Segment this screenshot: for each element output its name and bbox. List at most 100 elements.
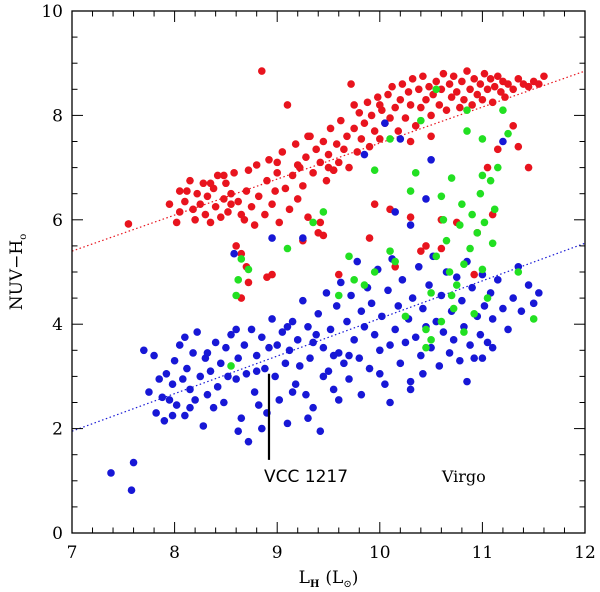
- red-point: [501, 93, 509, 101]
- blue-point: [179, 375, 187, 383]
- blue-point: [196, 372, 205, 381]
- blue-point: [504, 325, 512, 334]
- red-point: [288, 171, 297, 180]
- red-point: [278, 148, 287, 156]
- red-point: [367, 111, 376, 120]
- red-point: [497, 88, 505, 96]
- blue-point: [129, 458, 138, 467]
- blue-point: [398, 276, 407, 284]
- red-point: [234, 197, 243, 206]
- blue-point: [170, 356, 179, 365]
- blue-point: [268, 315, 276, 323]
- red-point: [473, 90, 482, 99]
- blue-point: [150, 351, 158, 360]
- red-point: [449, 72, 458, 81]
- blue-point: [291, 380, 300, 389]
- green-point: [463, 127, 471, 135]
- blue-point: [529, 299, 538, 308]
- green-point: [460, 260, 468, 268]
- blue-point: [476, 330, 485, 339]
- red-point: [365, 142, 374, 151]
- green-point: [493, 163, 502, 172]
- blue-point: [172, 401, 181, 409]
- blue-point: [261, 364, 269, 373]
- blue-point: [350, 336, 358, 344]
- red-point: [345, 163, 353, 172]
- x-axis-label-unit-sub: ⊙: [343, 579, 351, 590]
- blue-sequence-fit-line: [71, 242, 586, 432]
- green-point: [486, 176, 495, 185]
- blue-point: [242, 369, 251, 378]
- blue-point: [370, 330, 379, 339]
- green-point: [406, 187, 415, 195]
- green-point: [468, 210, 476, 219]
- red-point: [406, 137, 415, 146]
- blue-point: [417, 351, 425, 360]
- red-point: [347, 80, 355, 88]
- red-point: [304, 132, 312, 141]
- green-point: [319, 208, 328, 216]
- blue-point: [252, 351, 261, 360]
- blue-point: [312, 330, 320, 339]
- red-point: [427, 111, 435, 120]
- green-point: [490, 205, 499, 214]
- red-point: [435, 101, 444, 109]
- red-point: [203, 192, 212, 201]
- green-point: [432, 85, 441, 94]
- green-point: [456, 221, 464, 229]
- blue-point: [488, 315, 497, 323]
- blue-point: [186, 403, 194, 412]
- red-point: [414, 85, 423, 94]
- blue-point: [145, 388, 153, 396]
- red-point: [201, 210, 210, 219]
- blue-point: [439, 328, 448, 336]
- red-point: [493, 72, 502, 81]
- blue-point: [376, 369, 384, 378]
- blue-point: [175, 341, 184, 349]
- blue-point: [247, 325, 256, 334]
- green-point: [422, 325, 430, 334]
- green-point: [227, 362, 235, 370]
- red-point: [293, 161, 302, 169]
- red-point: [439, 69, 448, 78]
- y-axis-label: NUV−Ho: [7, 234, 29, 311]
- red-point: [480, 69, 489, 78]
- blue-point: [499, 137, 507, 146]
- red-point: [206, 218, 215, 227]
- green-point: [334, 291, 343, 300]
- blue-point: [285, 346, 294, 355]
- blue-point: [406, 377, 415, 386]
- blue-point: [357, 307, 366, 315]
- red-point: [468, 101, 476, 109]
- blue-point: [304, 323, 312, 331]
- blue-point: [478, 270, 487, 279]
- red-point: [447, 93, 456, 101]
- blue-point: [209, 403, 218, 412]
- blue-point: [309, 338, 317, 347]
- blue-point: [414, 262, 423, 271]
- blue-point: [535, 289, 543, 297]
- green-point: [401, 312, 410, 321]
- blue-point: [288, 388, 297, 396]
- blue-point: [203, 390, 212, 399]
- green-point: [449, 304, 458, 313]
- blue-point: [181, 333, 189, 342]
- red-point: [340, 145, 348, 154]
- blue-point: [181, 411, 189, 420]
- blue-point: [478, 354, 487, 362]
- blue-point: [396, 135, 405, 143]
- red-point: [540, 72, 548, 81]
- red-point: [230, 169, 238, 177]
- green-point: [478, 171, 487, 180]
- green-point: [442, 236, 451, 245]
- green-point: [476, 189, 485, 198]
- red-point: [265, 155, 273, 164]
- red-point: [401, 114, 410, 122]
- blue-point: [456, 356, 464, 365]
- x-tick-labels: 7 8 9 10 11 12: [67, 543, 596, 563]
- red-point: [490, 82, 499, 91]
- blue-point: [152, 409, 160, 417]
- red-point: [309, 169, 317, 177]
- blue-point: [480, 302, 489, 310]
- series-green: [227, 85, 538, 370]
